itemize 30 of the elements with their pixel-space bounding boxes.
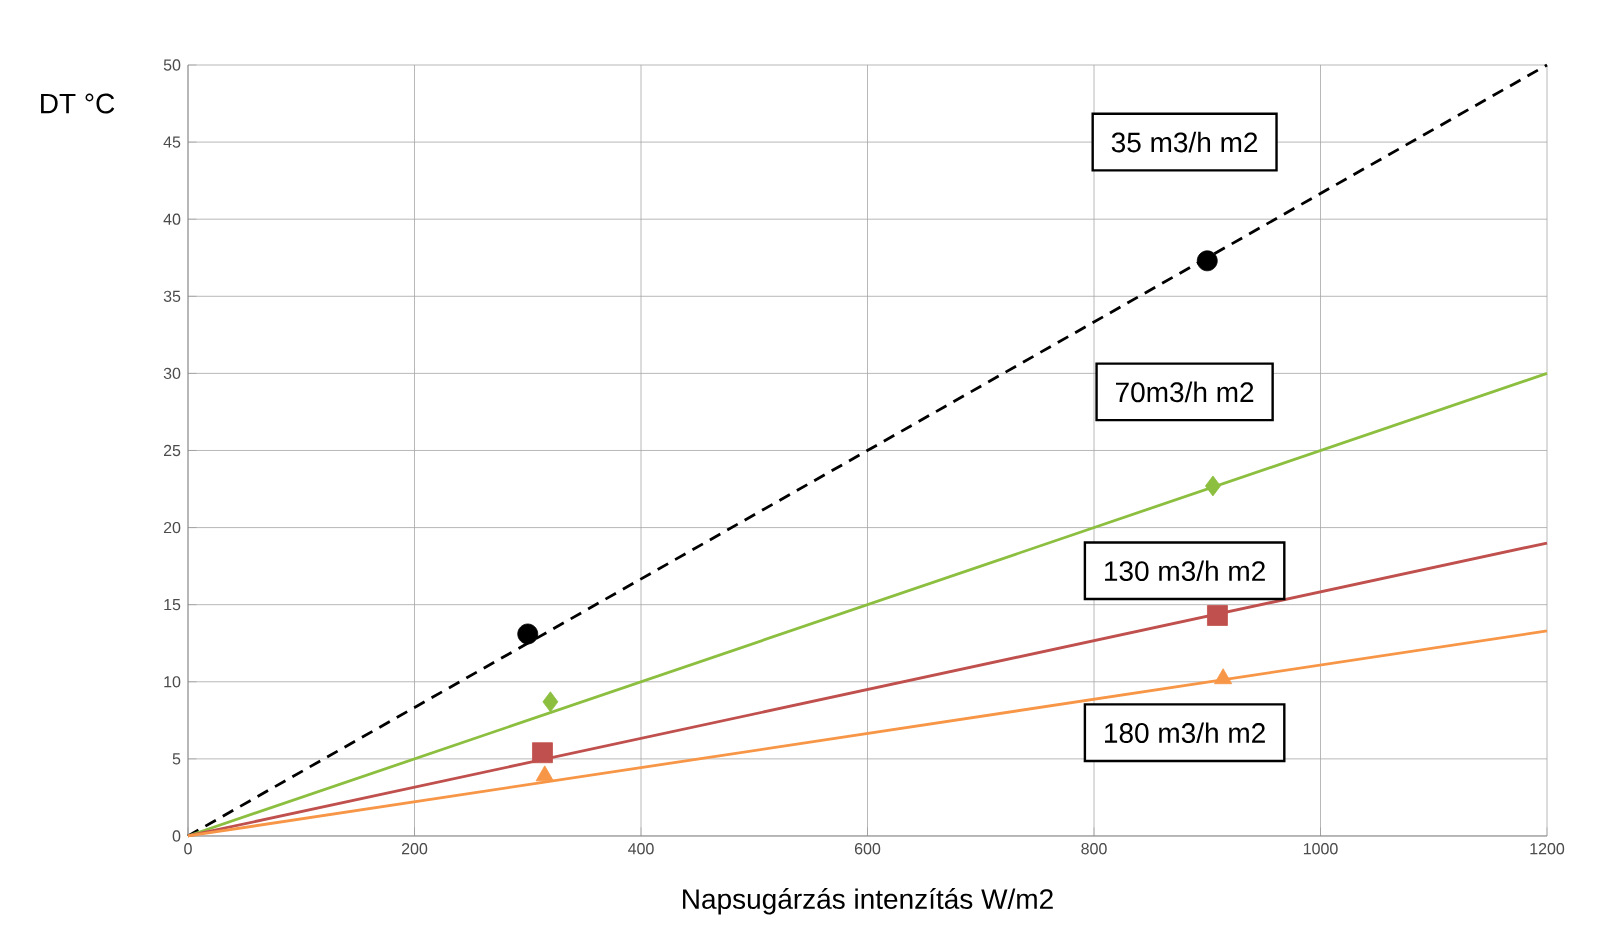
y-tick-label: 0 — [172, 830, 181, 842]
y-tick-label: 25 — [163, 444, 181, 457]
x-tick-label: 800 — [1081, 843, 1107, 855]
y-tick-label: 45 — [163, 136, 181, 148]
x-tick-label: 0 — [184, 843, 192, 855]
point — [1196, 250, 1218, 272]
y-axis-title: DT °C — [41, 93, 115, 114]
y-tick-label: 35 — [163, 290, 181, 302]
y-tick-label: 5 — [172, 753, 181, 765]
x-tick-label: 200 — [401, 843, 428, 855]
y-tick-label: 15 — [164, 599, 181, 611]
text: 35 m3/h m2 — [1111, 131, 1258, 153]
x-tick-label: 1000 — [1303, 843, 1338, 855]
y-tick-label: 20 — [163, 521, 181, 534]
series-label: 130 m3/h m2 — [1105, 560, 1265, 582]
point — [1205, 475, 1221, 497]
point — [517, 623, 539, 645]
y-tick-label: 10 — [164, 676, 181, 688]
y-tick-label: 50 — [163, 59, 181, 71]
point — [1207, 605, 1228, 626]
x-tick-label: 1200 — [1530, 843, 1565, 855]
y-tick-label: 40 — [163, 213, 181, 225]
x-axis-title: Napsugárzás intenzítás W/m2 — [683, 888, 1053, 915]
y-tick-label: 30 — [163, 367, 181, 380]
point — [542, 691, 559, 713]
x-tick-label: 400 — [628, 843, 654, 855]
text: 70m3/h m2 — [1116, 381, 1254, 403]
series-label: 180 m3/h m2 — [1105, 722, 1265, 743]
point — [532, 742, 553, 764]
x-tick-label: 600 — [854, 843, 881, 855]
